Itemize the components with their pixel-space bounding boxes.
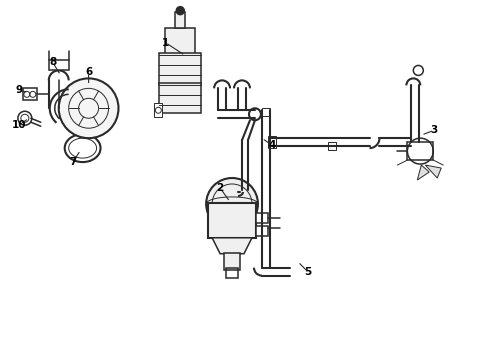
Circle shape	[248, 108, 261, 120]
Text: 9: 9	[15, 85, 22, 95]
Bar	[208, 203, 255, 238]
Text: 10: 10	[12, 120, 26, 130]
Polygon shape	[212, 238, 251, 254]
Bar	[255, 213, 267, 223]
Text: 8: 8	[49, 58, 56, 67]
Text: 7: 7	[69, 157, 76, 167]
Bar	[154, 103, 162, 117]
Bar	[262, 108, 269, 116]
Polygon shape	[425, 165, 440, 178]
Bar	[255, 226, 267, 236]
Text: 5: 5	[304, 267, 311, 276]
Bar	[175, 12, 185, 28]
Bar	[159, 54, 201, 85]
Bar	[23, 88, 37, 100]
Text: 4: 4	[267, 140, 275, 150]
Bar	[165, 28, 195, 55]
Bar	[49, 60, 68, 71]
Text: 3: 3	[430, 125, 437, 135]
Polygon shape	[416, 165, 428, 180]
Bar	[159, 84, 201, 113]
Circle shape	[206, 178, 258, 230]
Text: 6: 6	[85, 67, 92, 77]
Bar	[327, 142, 335, 150]
Bar	[225, 268, 238, 278]
Circle shape	[412, 66, 423, 75]
Text: 1: 1	[162, 37, 168, 48]
Bar	[224, 253, 240, 270]
Bar	[407, 142, 432, 160]
Bar	[267, 136, 275, 148]
Circle shape	[59, 78, 118, 138]
Text: 2: 2	[216, 183, 224, 193]
Circle shape	[18, 111, 32, 125]
Circle shape	[176, 7, 184, 15]
